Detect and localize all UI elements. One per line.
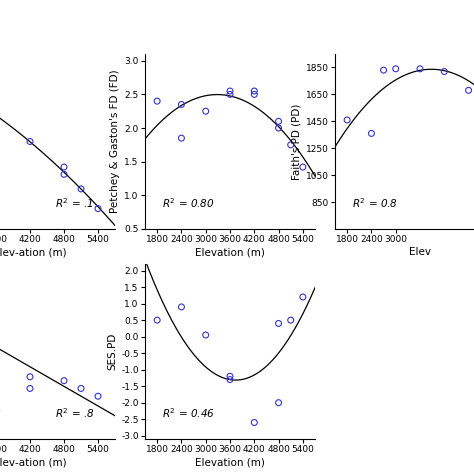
- Text: $R^2$ = .1: $R^2$ = .1: [55, 196, 94, 210]
- Point: [226, 87, 234, 95]
- Point: [226, 373, 234, 380]
- Point: [416, 65, 424, 73]
- Point: [178, 303, 185, 311]
- Point: [202, 331, 210, 339]
- Text: $R^2$ = 0.80: $R^2$ = 0.80: [162, 196, 215, 210]
- Text: $R^2$ = 0.8: $R^2$ = 0.8: [352, 196, 398, 210]
- X-axis label: Elev: Elev: [409, 247, 431, 257]
- X-axis label: Elevation (m): Elevation (m): [195, 457, 265, 467]
- Point: [392, 65, 400, 73]
- Point: [226, 376, 234, 383]
- Point: [368, 129, 375, 137]
- Text: $R^2$ = .8: $R^2$ = .8: [0, 406, 1, 420]
- X-axis label: Elev­ation (m): Elev­ation (m): [0, 247, 67, 257]
- Text: $R^2$ = .8: $R^2$ = .8: [55, 406, 95, 420]
- Point: [202, 108, 210, 115]
- Point: [287, 316, 294, 324]
- Point: [343, 116, 351, 124]
- Point: [178, 134, 185, 142]
- Point: [26, 385, 34, 392]
- Point: [94, 205, 102, 212]
- Point: [250, 419, 258, 426]
- Text: $R^2$ = 0.46: $R^2$ = 0.46: [162, 406, 215, 420]
- Point: [154, 97, 161, 105]
- Point: [226, 91, 234, 98]
- Point: [77, 385, 85, 392]
- Point: [299, 163, 307, 171]
- X-axis label: Elevation (m): Elevation (m): [195, 247, 265, 257]
- Point: [275, 124, 283, 132]
- X-axis label: Elev­ation (m): Elev­ation (m): [0, 457, 67, 467]
- Point: [77, 185, 85, 193]
- Point: [275, 118, 283, 125]
- Point: [178, 100, 185, 108]
- Point: [250, 91, 258, 98]
- Y-axis label: Petchey & Gaston's FD (FD): Petchey & Gaston's FD (FD): [110, 70, 120, 213]
- Y-axis label: SES.PD: SES.PD: [107, 333, 117, 370]
- Point: [380, 66, 387, 74]
- Point: [26, 373, 34, 381]
- Point: [275, 319, 283, 327]
- Point: [287, 141, 294, 149]
- Y-axis label: Faith's PD (PD): Faith's PD (PD): [292, 103, 301, 180]
- Point: [26, 138, 34, 146]
- Point: [60, 163, 68, 171]
- Point: [60, 377, 68, 384]
- Point: [465, 87, 473, 94]
- Point: [94, 392, 102, 400]
- Point: [440, 68, 448, 75]
- Point: [154, 316, 161, 324]
- Point: [299, 293, 307, 301]
- Point: [275, 399, 283, 407]
- Point: [60, 171, 68, 178]
- Point: [250, 87, 258, 95]
